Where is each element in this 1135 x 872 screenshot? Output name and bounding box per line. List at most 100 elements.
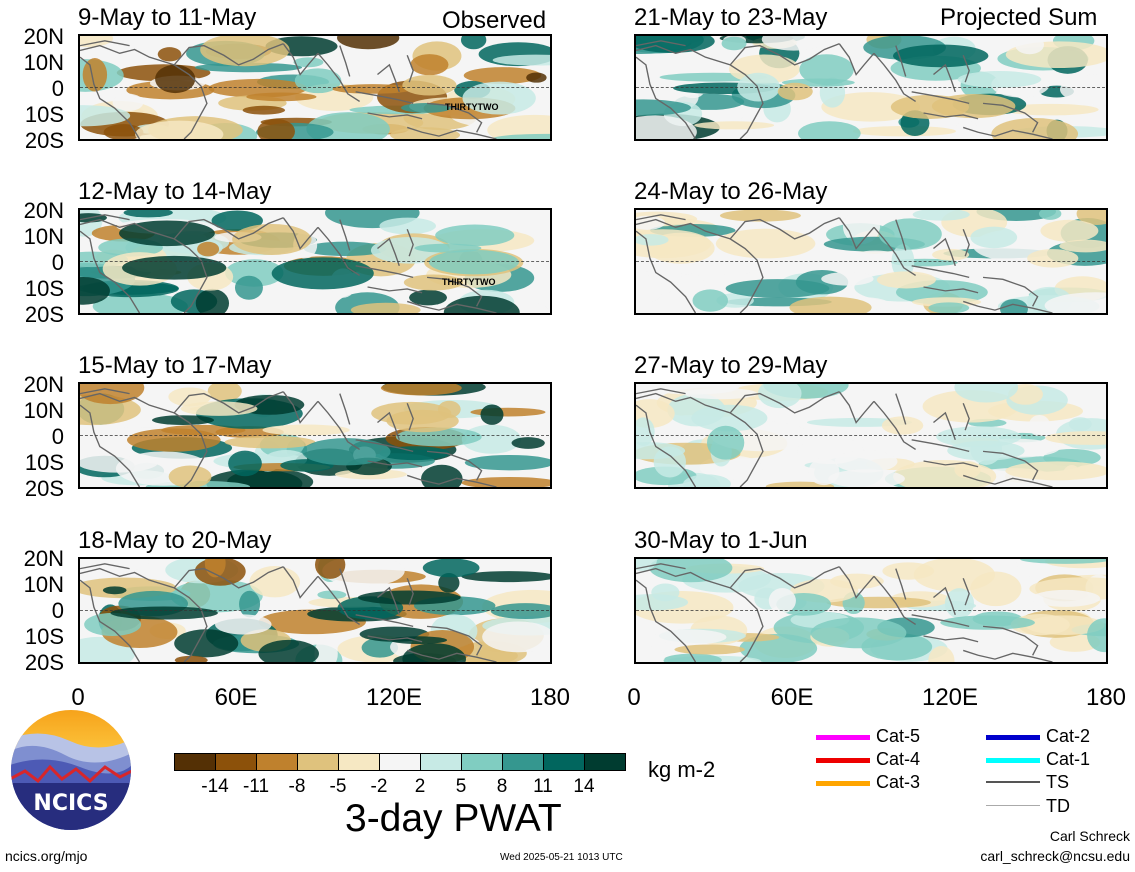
pwat-anomaly-blob — [438, 573, 460, 593]
pwat-anomaly-blob — [882, 562, 935, 580]
coastline — [339, 219, 351, 251]
pwat-anomaly-blob — [842, 210, 881, 245]
lon-label-0: 0 — [627, 684, 641, 711]
pwat-anomaly-blob — [955, 120, 979, 139]
pwat-anomaly-blob — [386, 409, 459, 433]
coastline — [80, 579, 141, 662]
panel-title-projected-3: 27-May to 29-May — [634, 352, 828, 379]
coastline — [80, 218, 208, 313]
pwat-anomaly-blob — [940, 615, 1035, 630]
pwat-anomaly-blob — [1005, 461, 1106, 481]
pwat-anomaly-blob — [257, 118, 295, 139]
pwat-anomaly-blob — [957, 71, 1042, 88]
pwat-anomaly-blob — [402, 74, 457, 96]
pwat-anomaly-blob — [878, 218, 942, 250]
pwat-anomaly-blob — [228, 450, 262, 477]
coastline — [636, 40, 686, 47]
pwat-anomaly-blob — [119, 220, 215, 247]
pwat-anomaly-blob — [402, 643, 467, 662]
coastline — [873, 226, 917, 277]
pwat-anomaly-blob — [913, 559, 996, 592]
coastline — [962, 403, 970, 431]
coastline — [636, 404, 697, 487]
pwat-anomaly-blob — [215, 614, 272, 635]
coastline — [962, 229, 970, 257]
coastline — [838, 43, 875, 76]
pwat-anomaly-blob — [262, 424, 350, 436]
pwat-anomaly-blob — [893, 44, 989, 68]
coastline — [982, 102, 1039, 133]
pwat-anomaly-blob — [636, 417, 655, 446]
coastline — [636, 579, 697, 662]
colorbar-title: 3-day PWAT — [345, 797, 562, 840]
pwat-anomaly-blob — [674, 644, 745, 655]
colorbar-tick-label: 2 — [414, 776, 426, 797]
pwat-anomaly-blob — [1038, 210, 1062, 220]
pwat-anomaly-blob — [970, 226, 1018, 249]
coastline — [636, 388, 686, 395]
pwat-anomaly-blob — [157, 47, 182, 62]
projected-header: Projected Sum — [940, 4, 1098, 31]
panel-title-observed-2: 12-May to 14-May — [78, 178, 272, 205]
pwat-anomaly-blob — [692, 289, 729, 312]
pwat-anomaly-blob — [350, 302, 421, 313]
coastline — [636, 214, 686, 221]
lat-label-20n: 20N — [23, 372, 64, 397]
coastline — [426, 450, 483, 481]
pwat-anomaly-blob — [174, 629, 239, 658]
coastline — [80, 214, 130, 221]
coastline — [406, 649, 497, 662]
pwat-anomaly-blob — [303, 241, 387, 257]
lat-label-10s: 10S — [24, 102, 64, 127]
pwat-anomaly-blob — [435, 224, 515, 247]
pwat-anomaly-blob — [1060, 73, 1106, 106]
coastline — [80, 567, 208, 662]
pwat-anomaly-blob — [294, 68, 342, 94]
coastline — [982, 625, 1039, 656]
pwat-anomaly-blob — [461, 424, 522, 454]
map-panel-projected-4 — [634, 557, 1108, 664]
legend-label-cat-3: Cat-3 — [876, 772, 921, 792]
coastline — [173, 217, 284, 240]
pwat-anomaly-blob — [810, 617, 907, 649]
pwat-anomaly-blob — [798, 121, 861, 139]
coastline — [367, 460, 423, 468]
pwat-anomaly-blob — [487, 114, 550, 139]
pwat-anomaly-blob — [928, 646, 955, 662]
coastline — [933, 411, 956, 441]
pwat-anomaly-blob — [337, 36, 400, 50]
pwat-anomaly-blob — [648, 384, 739, 395]
coastline — [923, 286, 979, 294]
colorbar-swatch — [215, 753, 257, 771]
coastline — [962, 649, 1053, 662]
site-link[interactable]: ncics.org/mjo — [5, 848, 88, 864]
legend-line-ts — [986, 781, 1040, 783]
coastline — [406, 578, 414, 606]
coastline — [80, 40, 130, 47]
pwat-anomaly-blob — [954, 384, 1019, 403]
lat-label-10s: 10S — [24, 624, 64, 649]
pwat-anomaly-blob — [422, 559, 480, 578]
coastline — [406, 474, 497, 487]
pwat-anomaly-blob — [1003, 103, 1099, 116]
colorbar-swatch — [297, 753, 339, 771]
pwat-anomaly-blob — [834, 450, 898, 473]
author-email[interactable]: carl_schreck@ncsu.edu — [980, 848, 1130, 864]
coastline — [426, 102, 483, 133]
coastline — [367, 112, 423, 120]
coastline — [406, 229, 414, 257]
lat-label-20n: 20N — [23, 546, 64, 571]
coastline — [173, 43, 284, 66]
legend-line-cat-4 — [816, 758, 870, 763]
pwat-anomaly-blob — [317, 590, 347, 600]
pwat-anomaly-blob — [462, 81, 536, 115]
coastline — [873, 575, 917, 626]
pwat-anomaly-blob — [403, 274, 463, 291]
colorbar-tick-label: -8 — [288, 776, 306, 797]
coastline — [367, 286, 423, 294]
coastline — [355, 439, 414, 453]
coastline — [355, 91, 414, 105]
pwat-anomaly-blob — [258, 639, 319, 662]
pwat-anomaly-blob — [127, 428, 221, 452]
coastline — [406, 300, 497, 313]
